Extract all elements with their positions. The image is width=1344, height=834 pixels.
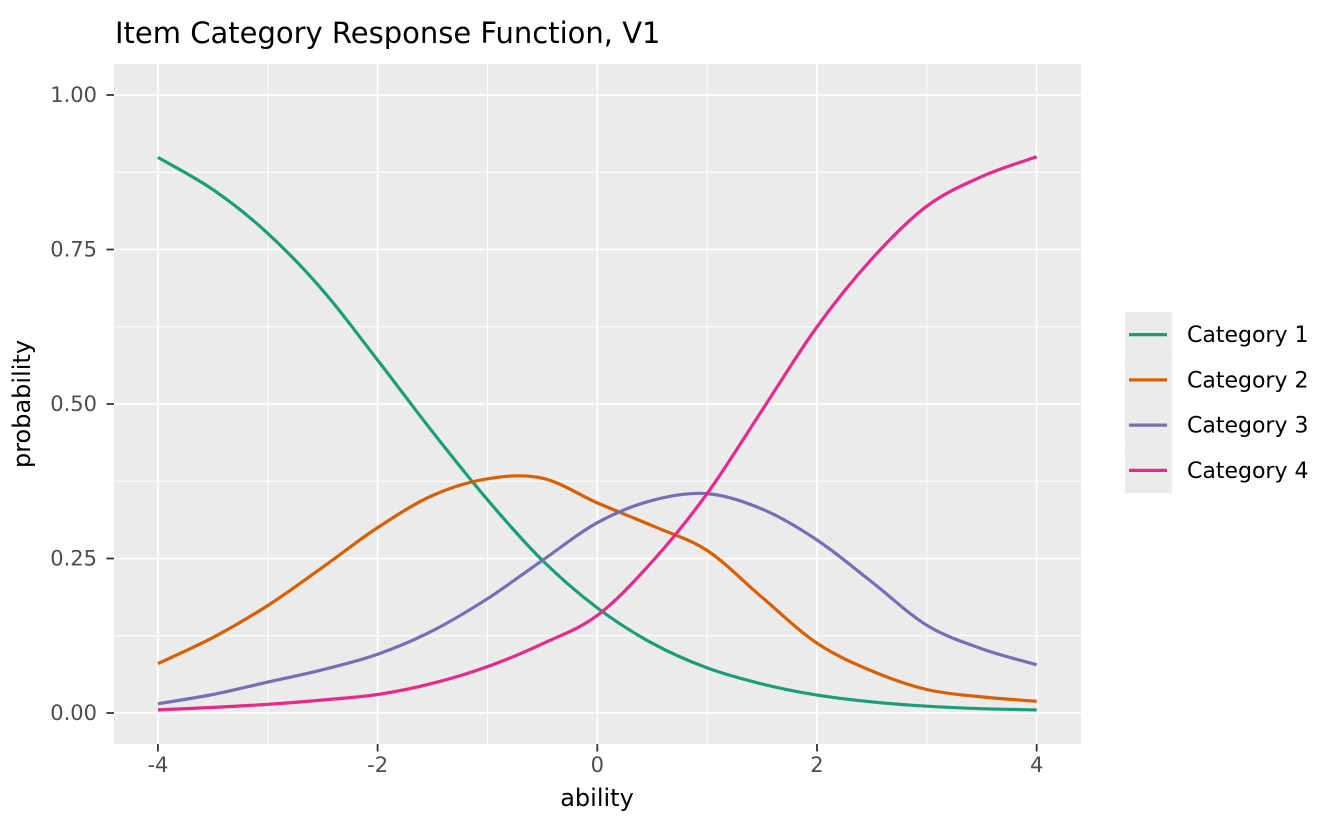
legend-label-4: Category 4	[1187, 459, 1308, 484]
x-tick-label: 2	[810, 753, 823, 777]
axis-tick-labels: -4 -2 0 2 4 0.00 0.25 0.50 0.75 1.00	[50, 83, 1043, 777]
y-tick-label: 0.25	[50, 547, 97, 571]
y-axis-title: probability	[8, 340, 36, 468]
major-gridlines	[114, 64, 1081, 744]
legend-label-2: Category 2	[1187, 368, 1308, 393]
x-tick-label: 4	[1030, 753, 1043, 777]
y-tick-label: 0.50	[50, 392, 97, 416]
curve-category-3	[157, 491, 1038, 706]
curve-category-2	[157, 474, 1037, 703]
legend-label-3: Category 3	[1187, 414, 1308, 439]
curves	[157, 155, 1038, 712]
y-tick-label: 0.75	[50, 238, 97, 262]
x-axis-title: ability	[560, 784, 634, 812]
legend-label-1: Category 1	[1187, 323, 1308, 348]
x-tick-label: 0	[591, 753, 604, 777]
y-tick-label: 0.00	[50, 701, 97, 725]
y-tick-label: 1.00	[50, 83, 97, 107]
x-tick-label: -4	[147, 753, 168, 777]
curve-category-4	[157, 155, 1038, 712]
legend: Category 1 Category 2 Category 3 Category 4	[1125, 312, 1308, 493]
x-tick-label: -2	[367, 753, 388, 777]
chart-title: Item Category Response Function, V1	[115, 16, 661, 50]
curve-category-1	[157, 156, 1037, 712]
axis-ticks	[106, 94, 1038, 752]
